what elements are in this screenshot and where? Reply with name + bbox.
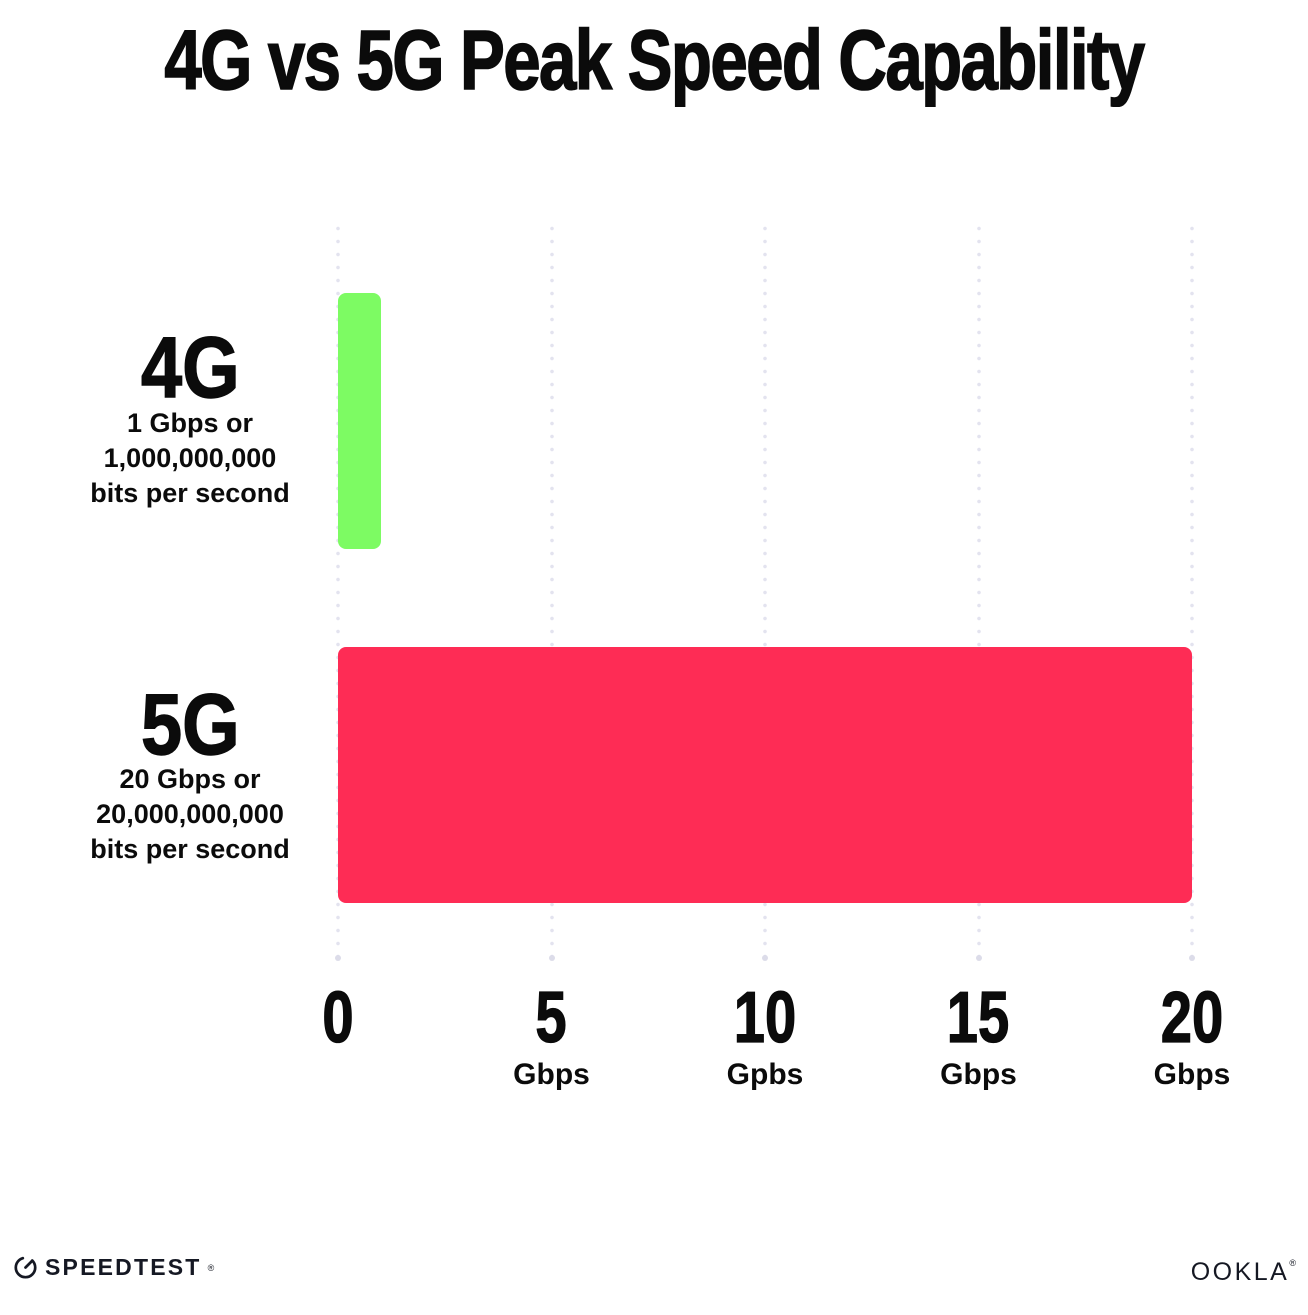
speedtest-logo: SPEEDTEST ® <box>12 1254 214 1281</box>
row-sublabel-5g-line3: bits per second <box>90 834 290 864</box>
speedtest-gauge-icon <box>12 1254 39 1281</box>
row-sublabel-4g-line1: 1 Gbps or <box>126 408 254 438</box>
ookla-logo: OOKLA ® <box>1191 1258 1296 1287</box>
plot-area <box>335 222 1195 961</box>
x-tick-10-unit: Gpbs <box>726 1058 804 1091</box>
x-tick-20: 20 Gbps <box>1082 981 1302 1092</box>
row-label-5g: 5G <box>140 677 240 773</box>
bar-5g <box>338 647 1192 903</box>
x-axis: 0 5 Gbps 10 Gpbs 15 Gbps 20 Gbps <box>322 981 1230 1112</box>
gridline-10 <box>762 222 768 961</box>
row-sublabel-4g-line2: 1,000,000,000 <box>103 443 277 473</box>
row-sublabel-5g-line1: 20 Gbps or <box>119 764 261 794</box>
gridline-0 <box>335 222 341 961</box>
bar-4g <box>338 293 381 549</box>
row-label-4g: 4G <box>140 320 240 416</box>
gridline-5 <box>548 222 555 961</box>
row-sublabel-4g: 1 Gbps or 1,000,000,000 bits per second <box>35 406 345 511</box>
ookla-trademark: ® <box>1289 1258 1296 1268</box>
x-tick-0: 0 <box>322 978 354 1058</box>
x-tick-5-unit: Gbps <box>513 1058 590 1091</box>
gridline-15 <box>975 222 982 961</box>
row-sublabel-4g-line3: bits per second <box>90 478 290 508</box>
row-sublabel-5g: 20 Gbps or 20,000,000,000 bits per secon… <box>35 762 345 867</box>
x-tick-15-unit: Gbps <box>940 1058 1017 1091</box>
x-tick-20-unit: Gbps <box>1153 1058 1231 1091</box>
chart-title: 4G vs 5G Peak Speed Capability <box>0 13 1308 107</box>
x-tick-5: 5 Gbps <box>442 981 662 1092</box>
row-sublabel-5g-line2: 20,000,000,000 <box>96 799 284 829</box>
x-tick-10: 10 Gpbs <box>655 981 875 1092</box>
chart-title-text: 4G vs 5G Peak Speed Capability <box>164 13 1146 107</box>
x-tick-15: 15 Gbps <box>869 981 1089 1092</box>
speedtest-wordmark: SPEEDTEST <box>45 1254 202 1280</box>
gridline-20 <box>1189 222 1195 961</box>
ookla-wordmark: OOKLA <box>1190 1258 1290 1286</box>
speedtest-trademark: ® <box>207 1262 215 1273</box>
